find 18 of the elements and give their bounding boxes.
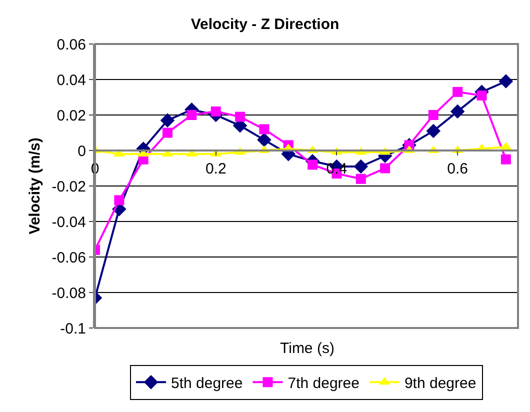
- x-axis-title: Time (s): [280, 340, 334, 357]
- x-tick-label: 0.4: [326, 160, 348, 178]
- x-tick-label: 0.6: [447, 160, 468, 178]
- legend-label: 9th degree: [404, 375, 476, 392]
- y-tick-label: 0.04: [56, 72, 86, 89]
- y-axis-title: Velocity (m/s): [26, 138, 44, 234]
- legend-label: 7th degree: [288, 375, 360, 392]
- y-tick-label: 0.06: [56, 36, 86, 54]
- y-tick-label: -0.04: [52, 214, 86, 231]
- chart-title: Velocity - Z Direction: [190, 16, 340, 34]
- y-tick-label: 0.02: [56, 107, 86, 124]
- y-tick-label: -0.1: [60, 320, 86, 338]
- y-tick-label: -0.02: [52, 178, 86, 196]
- legend-label: 5th degree: [171, 375, 243, 392]
- x-tick-label: 0.2: [205, 160, 226, 178]
- y-tick-label: -0.06: [52, 249, 86, 266]
- y-tick-label: 0: [78, 142, 86, 160]
- y-tick-label: -0.08: [52, 284, 86, 302]
